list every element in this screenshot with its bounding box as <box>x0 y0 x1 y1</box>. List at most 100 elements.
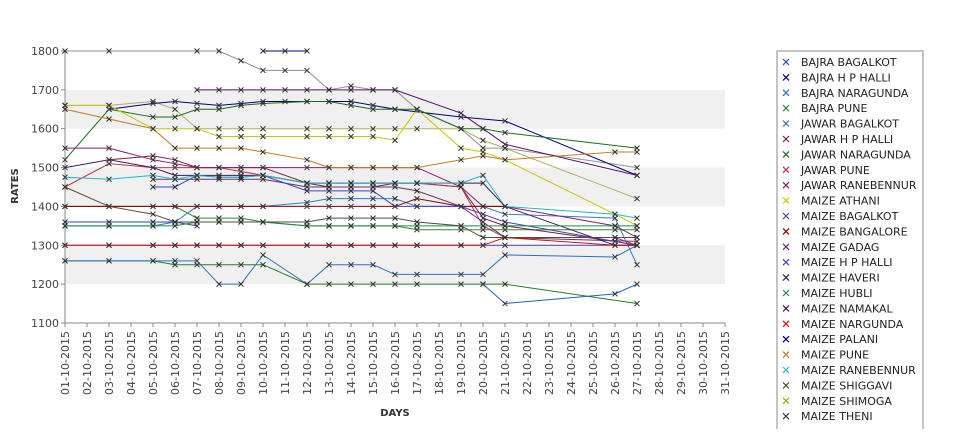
legend-marker <box>782 412 790 420</box>
series-21-point <box>480 234 486 241</box>
series-12-point <box>414 188 420 194</box>
legend-marker <box>782 243 790 251</box>
series-19-point <box>502 156 508 163</box>
series-16-point <box>480 125 486 132</box>
series-13-point <box>370 188 376 194</box>
series-1-point <box>260 98 266 105</box>
legend-label: JAWAR NARAGUNDA <box>800 148 911 161</box>
x-tick-label: 16-10-2015 <box>389 331 402 395</box>
series-21-point <box>216 219 222 225</box>
series-18-point <box>304 48 310 54</box>
series-15-point <box>502 223 508 229</box>
series-extra-2-point <box>326 125 332 132</box>
series-19-point <box>348 164 354 171</box>
x-tick-label: 18-10-2015 <box>433 331 446 395</box>
series-19-point <box>370 164 376 171</box>
series-19-point <box>260 149 266 155</box>
series-21-point <box>150 211 156 218</box>
legend-label: BAJRA PUNE <box>801 102 867 115</box>
x-axis-label: DAYS <box>380 408 410 419</box>
series-1-point <box>150 100 156 107</box>
series-9-point <box>348 133 354 140</box>
series-15-point <box>612 223 618 229</box>
legend-marker <box>782 197 790 205</box>
series-8-point <box>260 164 266 171</box>
legend-label: MAIZE PALANI <box>801 333 878 346</box>
legend-marker <box>782 104 790 112</box>
series-17-point <box>216 242 222 249</box>
series-17-point <box>150 242 156 249</box>
legend-marker <box>782 73 790 81</box>
series-8-point <box>172 160 178 167</box>
x-tick-label: 04-10-2015 <box>125 331 138 395</box>
series-14-point <box>150 164 156 171</box>
series-2-point <box>260 252 266 258</box>
series-6-point <box>458 125 464 132</box>
x-tick-label: 07-10-2015 <box>191 331 204 395</box>
series-13-point <box>326 188 332 194</box>
series-9-point <box>238 133 244 140</box>
series-21-point <box>348 215 354 221</box>
x-tick-label: 20-10-2015 <box>477 331 490 395</box>
series-20-point <box>194 172 200 179</box>
legend: BAJRA BAGALKOT BAJRA H P HALLI BAJRA NARAG… <box>776 50 924 432</box>
series-15-point <box>62 223 68 229</box>
series-extra-1-point <box>634 300 640 307</box>
series-2-point <box>106 257 112 264</box>
series-17-point <box>414 242 420 249</box>
series-extra-2-point <box>216 125 222 132</box>
series-15-point <box>150 223 156 229</box>
series-11-point <box>172 203 178 210</box>
series-17-point <box>62 242 68 249</box>
series-2-point <box>370 261 376 268</box>
series-17-point <box>304 242 310 249</box>
series-21-point <box>304 219 310 225</box>
x-tick-label: 11-10-2015 <box>279 331 292 395</box>
x-tick-label: 03-10-2015 <box>103 331 116 395</box>
series-1-point <box>502 118 508 124</box>
legend-label: BAJRA BAGALKOT <box>801 56 897 69</box>
series-extra-2-point <box>370 125 376 132</box>
x-tick-label: 27-10-2015 <box>631 331 644 395</box>
series-extra-3-point <box>502 300 508 307</box>
series-extra-1-point <box>326 281 332 287</box>
legend-label: MAIZE ATHANI <box>801 195 880 208</box>
series-16-point <box>326 87 332 93</box>
series-extra-3-point <box>612 291 618 297</box>
series-1-point <box>238 100 244 107</box>
series-2-point <box>458 271 464 278</box>
series-2-point <box>238 281 244 287</box>
series-extra-2-point <box>304 125 310 132</box>
series-11-point <box>480 203 486 210</box>
series-19-point <box>458 156 464 163</box>
series-20-point <box>326 180 332 186</box>
legend-marker <box>782 181 790 189</box>
series-9-point <box>370 133 376 140</box>
series-11-point <box>304 203 310 210</box>
legend-label: JAWAR BAGALKOT <box>800 118 899 131</box>
series-extra-2-point <box>348 125 354 132</box>
series-extra-0-point <box>238 57 244 64</box>
x-tick-label: 13-10-2015 <box>323 331 336 395</box>
x-tick-label: 10-10-2015 <box>257 331 270 395</box>
series-8-point <box>216 164 222 171</box>
series-11-point <box>62 203 68 210</box>
series-4-point <box>326 195 332 202</box>
legend-label: MAIZE RANEBENNUR <box>801 364 916 377</box>
series-6-point <box>326 98 332 105</box>
y-axis-label: RATES <box>10 168 21 204</box>
series-1-point <box>194 100 200 107</box>
series-15-point <box>348 223 354 229</box>
series-14-point <box>238 172 244 179</box>
legend-label: MAIZE H P HALLI <box>801 256 892 269</box>
series-extra-2-point <box>260 125 266 132</box>
series-13-point <box>150 184 156 190</box>
series-21-point <box>392 215 398 221</box>
series-21-point <box>502 234 508 241</box>
series-extra-2-point <box>172 106 178 113</box>
series-4-point <box>634 261 640 268</box>
series-6-point <box>62 156 68 163</box>
series-21-point <box>370 215 376 221</box>
series-6-point <box>348 102 354 109</box>
series-8-point <box>238 164 244 171</box>
